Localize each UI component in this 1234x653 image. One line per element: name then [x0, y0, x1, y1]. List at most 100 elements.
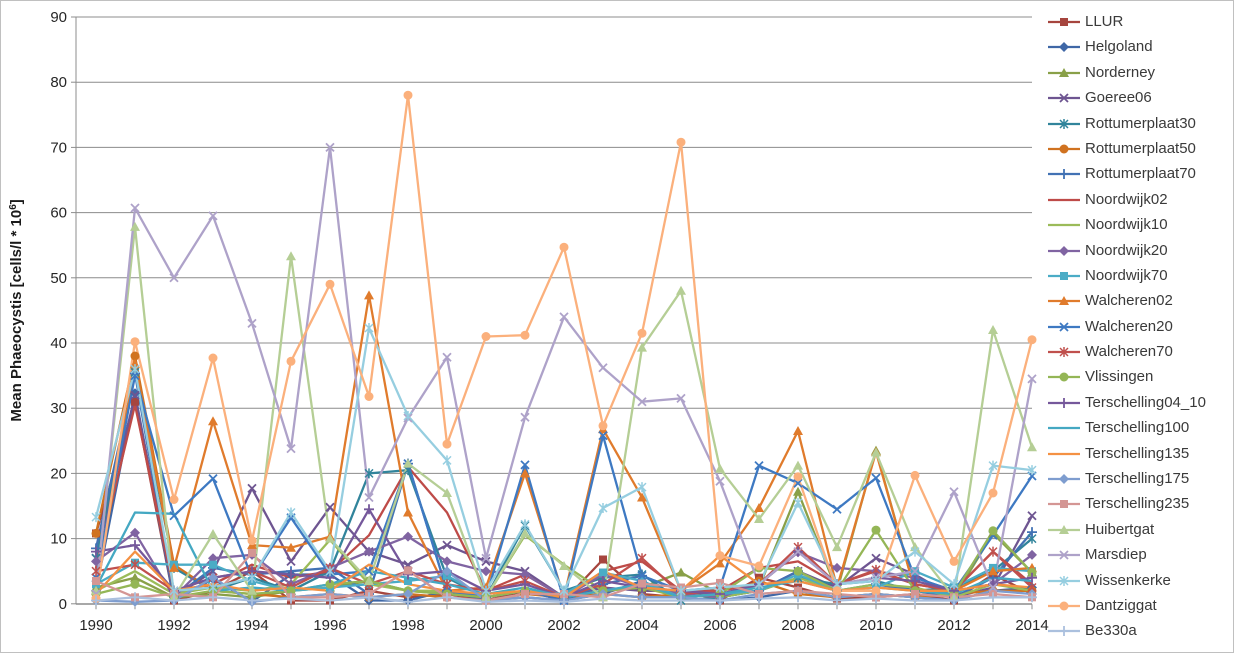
x-axis-label: 2000 — [469, 617, 502, 634]
legend-swatch-plus-marker-icon — [1048, 397, 1080, 408]
x-axis-label: 2006 — [703, 617, 736, 634]
legend-label: Noordwijk02 — [1085, 190, 1168, 208]
x-axis-label: 2004 — [625, 617, 658, 634]
legend-item-Goeree06: Goeree06 — [1047, 90, 1232, 106]
legend-swatch-triangle-marker-icon — [1048, 296, 1080, 306]
legend-label: Huibertgat — [1085, 520, 1155, 538]
y-axis-label: 70 — [50, 139, 67, 156]
legend-label: Terschelling175 — [1085, 470, 1190, 488]
y-axis-label: 30 — [50, 400, 67, 417]
legend-label: Terschelling235 — [1085, 495, 1190, 513]
legend-item-Rottumerplaat30: Rottumerplaat30 — [1047, 114, 1232, 132]
x-axis-label: 2012 — [937, 617, 970, 634]
legend-swatch-circle-marker-icon — [1048, 601, 1080, 611]
x-axis-label: 2014 — [1015, 617, 1048, 634]
legend-item-Walcheren70: Walcheren70 — [1047, 344, 1232, 360]
legend-item-Huibertgat: Huibertgat — [1047, 520, 1232, 538]
y-axis-title: Mean Phaeocystis [cells/l * 106] — [8, 199, 26, 421]
legend-label: Norderney — [1085, 63, 1156, 81]
legend-swatch-asterisk-marker-icon — [1048, 347, 1080, 358]
legend-label: Rottumerplaat50 — [1085, 139, 1196, 157]
y-axis-label: 40 — [50, 335, 67, 352]
legend-label: Rottumerplaat30 — [1085, 114, 1196, 132]
legend-label: Noordwijk70 — [1085, 266, 1168, 284]
y-axis-label: 60 — [50, 205, 67, 222]
y-axis-label: 50 — [50, 270, 67, 287]
legend-label: Helgoland — [1085, 38, 1153, 56]
legend-item-Helgoland: Helgoland — [1047, 39, 1232, 55]
y-axis-label: 0 — [59, 596, 67, 613]
legend-label: Rottumerplaat70 — [1085, 165, 1196, 183]
legend-label: Terschelling135 — [1085, 444, 1190, 462]
legend-label: Be330a — [1085, 622, 1137, 640]
x-axis-label: 1998 — [391, 617, 424, 634]
legend-swatch-diamond-marker-icon — [1048, 245, 1080, 256]
series-line-Marsdiep — [94, 146, 1034, 596]
legend-item-Noordwijk20: Noordwijk20 — [1047, 241, 1232, 259]
legend-swatch-triangle-marker-icon — [1048, 524, 1080, 534]
legend-item-Terschelling175: Terschelling175 — [1047, 471, 1232, 487]
legend-label: Terschelling100 — [1085, 419, 1190, 437]
legend-item-Norderney: Norderney — [1047, 63, 1232, 81]
legend-label: Wissenkerke — [1085, 571, 1171, 589]
legend-swatch-plus-marker-icon — [1048, 169, 1080, 180]
legend-swatch-circle-marker-icon — [1048, 144, 1080, 154]
legend-swatch-square-marker-icon — [1048, 18, 1080, 26]
legend-label: LLUR — [1085, 13, 1124, 30]
legend-label: Walcheren20 — [1085, 317, 1173, 335]
y-axis-label: 20 — [50, 465, 67, 482]
legend-swatch-none-marker-icon — [1048, 198, 1080, 201]
x-axis-label: 1996 — [313, 617, 346, 634]
legend-label: Dantziggat — [1085, 596, 1157, 614]
legend-label: Vlissingen — [1085, 368, 1154, 386]
legend-item-Marsdiep: Marsdiep — [1047, 547, 1232, 563]
legend-item-Vlissingen: Vlissingen — [1047, 369, 1232, 385]
legend-item-Be330a: Be330a — [1047, 623, 1232, 639]
legend-label: Terschelling04_10 — [1085, 393, 1206, 411]
legend-label: Walcheren70 — [1085, 343, 1173, 361]
legend-item-Dantziggat: Dantziggat — [1047, 596, 1232, 614]
legend-swatch-none-marker-icon — [1048, 452, 1080, 455]
legend-item-Terschelling235: Terschelling235 — [1047, 496, 1232, 512]
y-axis-label: 80 — [50, 74, 67, 91]
legend-item-Rottumerplaat70: Rottumerplaat70 — [1047, 166, 1232, 182]
legend: LLUR Helgoland Norderney Goeree06 Rottumerpl… — [1047, 14, 1232, 639]
legend-item-Wissenkerke: Wissenkerke — [1047, 571, 1232, 589]
legend-item-Walcheren02: Walcheren02 — [1047, 293, 1232, 309]
legend-swatch-asterisk-marker-icon — [1048, 118, 1080, 129]
legend-item-Rottumerplaat50: Rottumerplaat50 — [1047, 139, 1232, 157]
x-axis-label: 2002 — [547, 617, 580, 634]
legend-item-Noordwijk02: Noordwijk02 — [1047, 190, 1232, 208]
legend-item-Noordwijk70: Noordwijk70 — [1047, 266, 1232, 284]
series-line-Wissenkerke — [94, 326, 1034, 592]
legend-label: Goeree06 — [1085, 89, 1152, 107]
legend-item-Noordwijk10: Noordwijk10 — [1047, 217, 1232, 233]
legend-item-LLUR: LLUR — [1047, 14, 1232, 30]
legend-swatch-x-marker-icon — [1048, 322, 1080, 332]
legend-swatch-none-marker-icon — [1048, 223, 1080, 227]
legend-swatch-diamond-marker-icon — [1048, 42, 1080, 53]
legend-label: Walcheren02 — [1085, 292, 1173, 310]
legend-item-Terschelling04_10: Terschelling04_10 — [1047, 393, 1232, 411]
legend-swatch-plus-marker-icon — [1048, 626, 1080, 637]
legend-swatch-none-marker-icon — [1048, 427, 1080, 430]
legend-item-Terschelling100: Terschelling100 — [1047, 420, 1232, 436]
legend-swatch-square-marker-icon — [1048, 500, 1080, 509]
y-axis-label: 10 — [50, 531, 67, 548]
legend-swatch-x-marker-icon — [1048, 93, 1080, 103]
legend-swatch-x-marker-icon — [1048, 550, 1080, 560]
legend-item-Terschelling135: Terschelling135 — [1047, 444, 1232, 462]
legend-label: Noordwijk20 — [1085, 241, 1168, 259]
legend-swatch-circle-marker-icon — [1048, 372, 1080, 382]
y-axis-label: 90 — [50, 9, 67, 26]
x-axis-label: 2010 — [859, 617, 892, 634]
x-axis-label: 2008 — [781, 617, 814, 634]
legend-label: Marsdiep — [1085, 546, 1147, 564]
x-axis-label: 1992 — [157, 617, 190, 634]
x-axis-label: 1990 — [79, 617, 112, 634]
legend-swatch-triangle-marker-icon — [1048, 67, 1080, 77]
legend-swatch-square-marker-icon — [1048, 271, 1080, 280]
legend-item-Walcheren20: Walcheren20 — [1047, 317, 1232, 335]
